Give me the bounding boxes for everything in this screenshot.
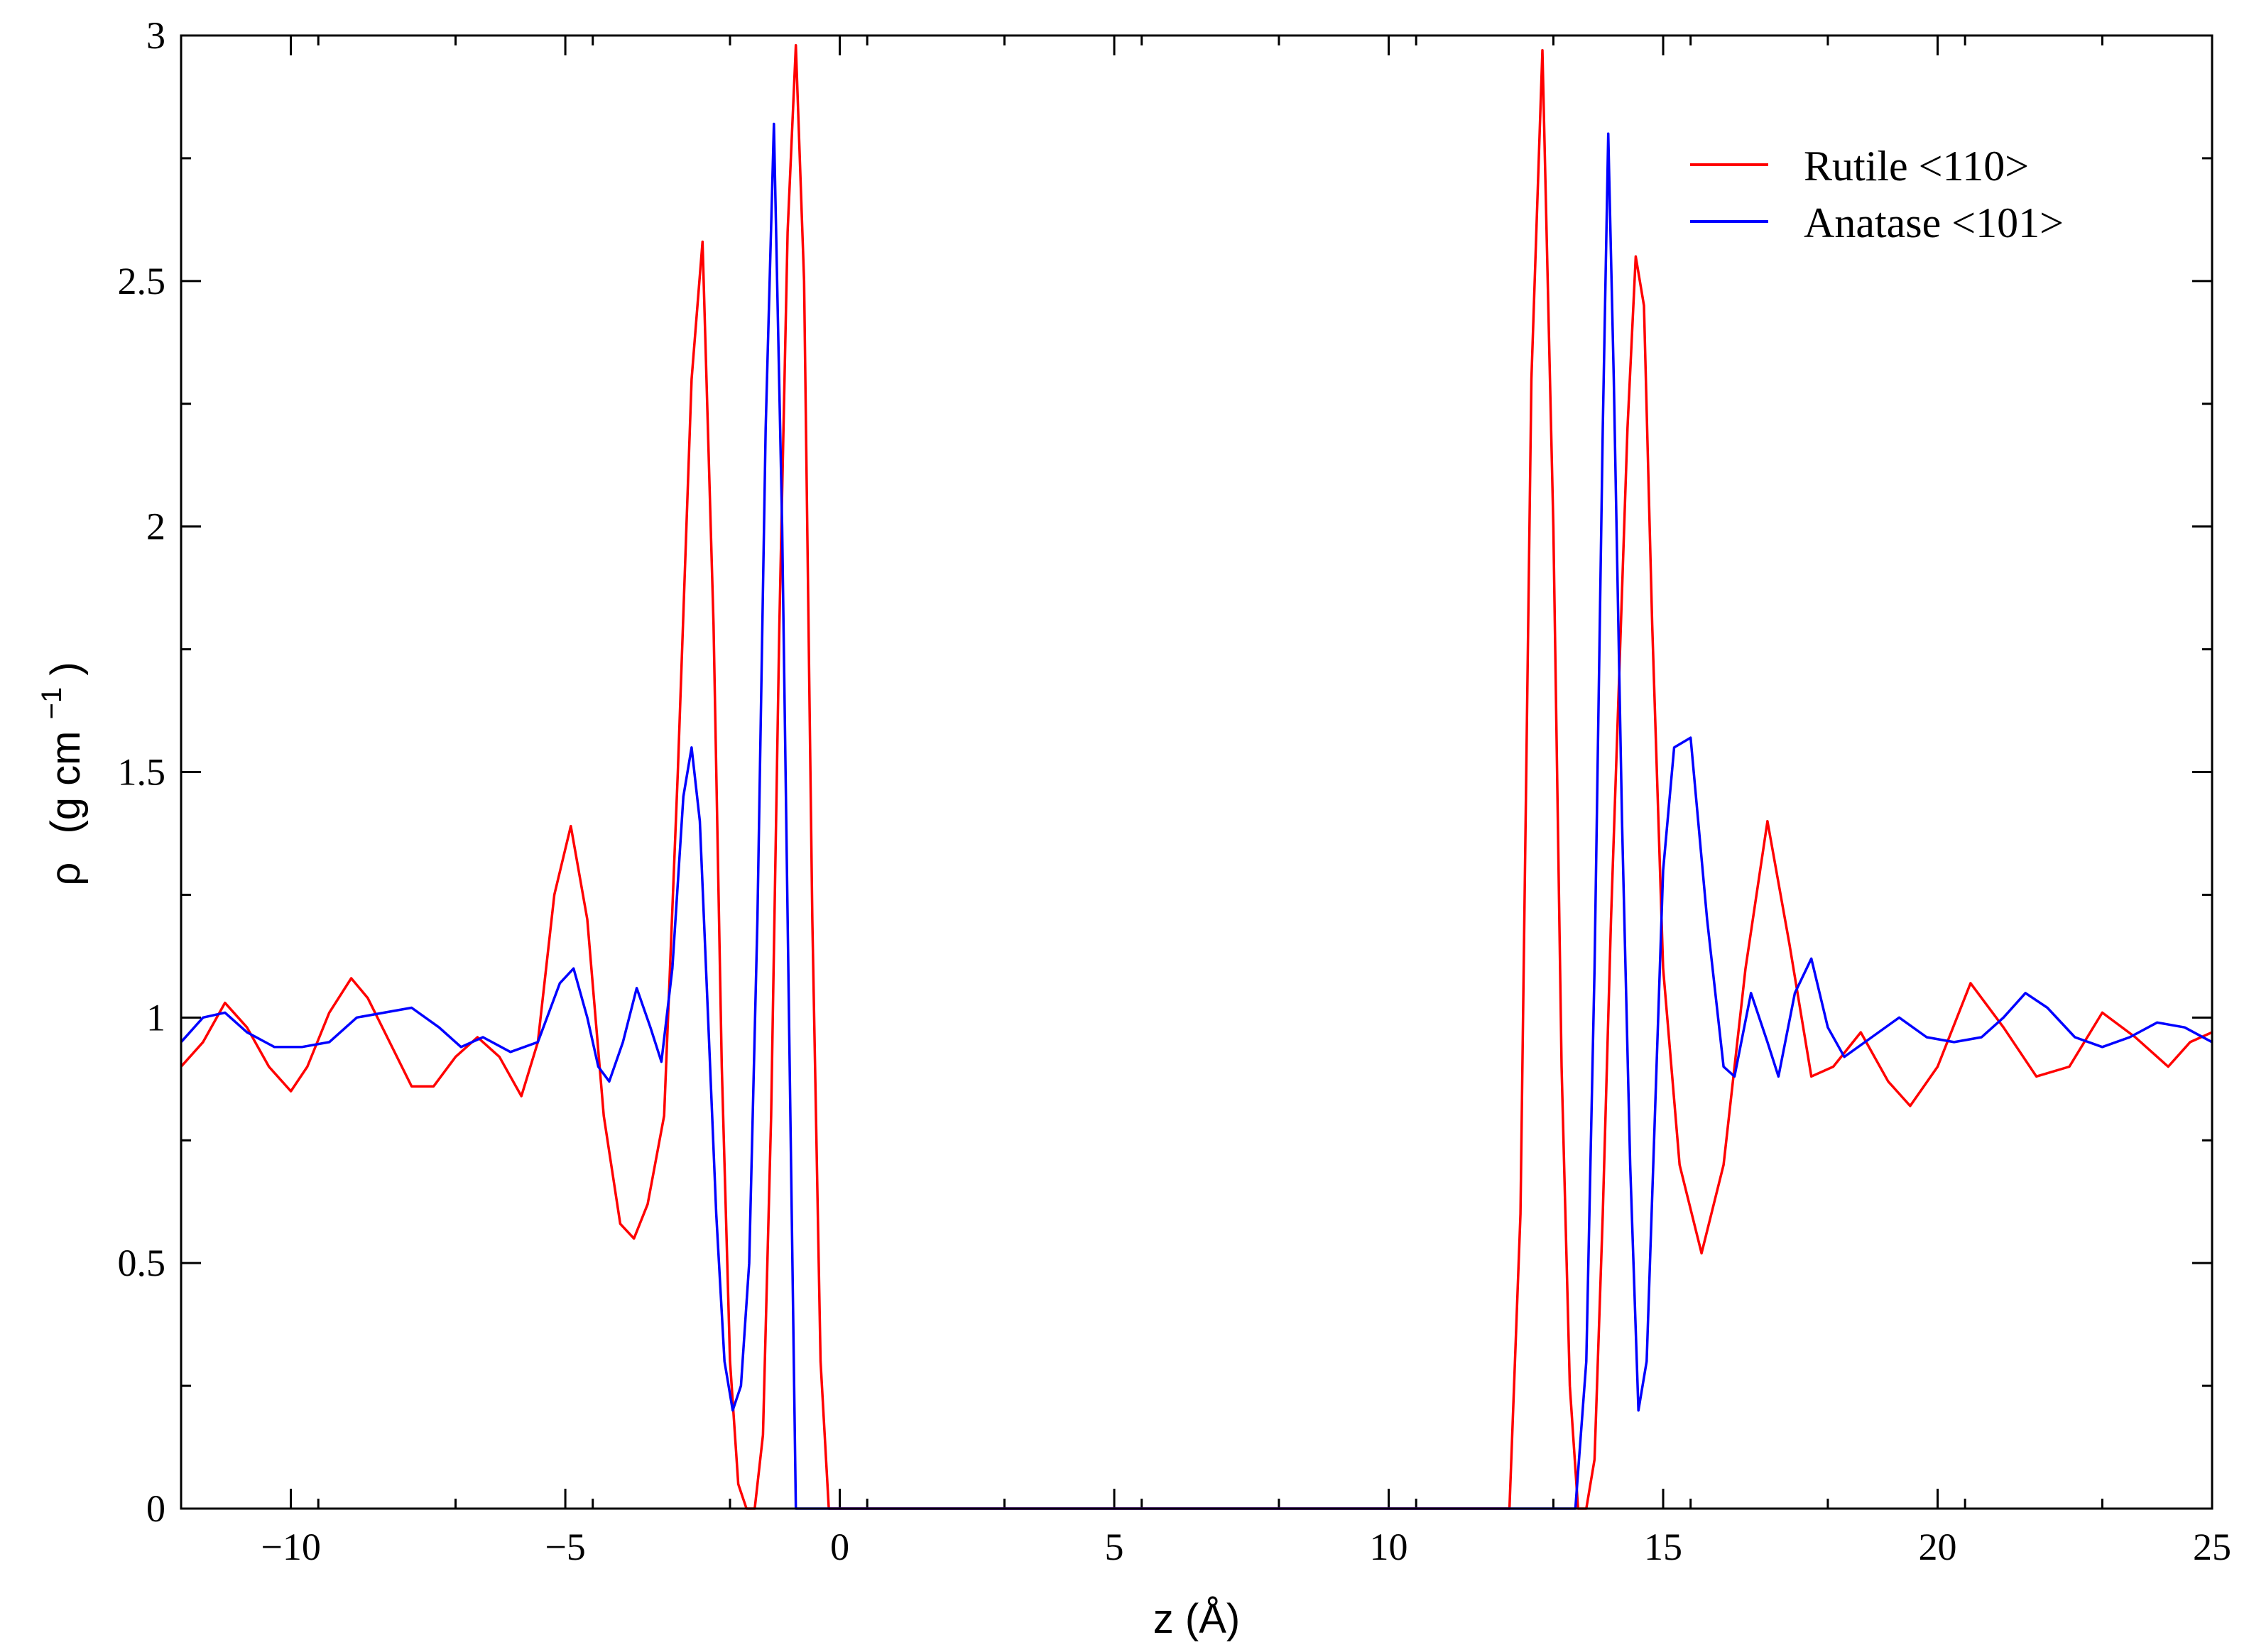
y-tick-label: 1.5 <box>118 751 166 794</box>
y-tick-label: 2.5 <box>118 260 166 302</box>
x-tick-label: 0 <box>830 1526 849 1568</box>
x-tick-label: 15 <box>1644 1526 1682 1568</box>
y-tick-label: 1 <box>146 996 165 1039</box>
x-tick-labels: −10 −5 0 5 10 15 20 25 <box>261 1526 2231 1568</box>
y-axis-label-symbol: ρ <box>43 863 89 886</box>
y-axis-label-exponent: −1 <box>36 687 67 720</box>
x-tick-label: −5 <box>545 1526 585 1568</box>
y-tick-label: 0 <box>146 1487 165 1530</box>
plot-frame <box>180 34 2213 1510</box>
series-line-anatase <box>180 122 2213 1510</box>
x-tick-label: 25 <box>2193 1526 2231 1568</box>
y-tick-labels: 0 0.5 1 1.5 2 2.5 3 <box>118 14 166 1530</box>
legend: Rutile <110> Anatase <101> <box>1690 143 2064 246</box>
y-axis-label-units: (g cm <box>43 731 89 834</box>
x-tick-label: 20 <box>1919 1526 1957 1568</box>
y-axis-label-close: ) <box>43 662 89 675</box>
x-tick-label: −10 <box>261 1526 320 1568</box>
y-tick-label: 2 <box>146 505 165 548</box>
y-tick-label: 0.5 <box>118 1242 166 1284</box>
y-axis-label: ρ (g cm −1 ) <box>24 662 89 885</box>
x-tick-label: 5 <box>1105 1526 1124 1568</box>
svg-text:ρ (g cm −1 ): ρ (g cm −1 ) <box>24 662 89 885</box>
legend-label-rutile: Rutile <110> <box>1804 143 2029 190</box>
x-tick-label: 10 <box>1370 1526 1408 1568</box>
y-tick-label: 3 <box>146 14 165 57</box>
series-lines <box>180 44 2213 1510</box>
legend-label-anatase: Anatase <101> <box>1804 199 2064 246</box>
x-axis-label: z (Å) <box>1153 1596 1240 1642</box>
